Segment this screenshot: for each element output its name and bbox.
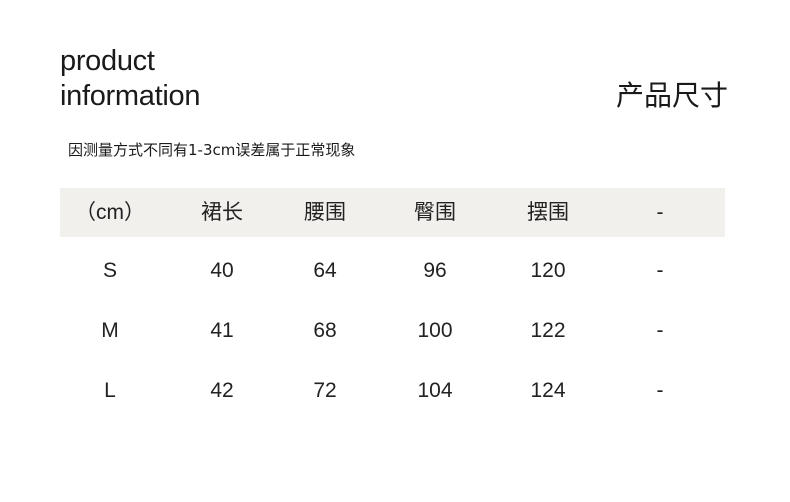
table-cell: M — [101, 319, 119, 342]
title-english-line1: product — [60, 45, 155, 77]
measurement-note: 因测量方式不同有1-3cm误差属于正常现象 — [68, 141, 356, 159]
title-english: product information — [60, 44, 200, 114]
size-table: （cm） 裙长 腰围 臀围 摆围 - S 40 64 96 120 - M 41 68 100 12… — [60, 188, 725, 417]
header-cell: （cm） — [75, 201, 145, 224]
title-english-line2: information — [60, 80, 201, 112]
table-cell: - — [656, 379, 664, 402]
table-cell: 42 — [210, 379, 234, 402]
table-header-row: （cm） 裙长 腰围 臀围 摆围 - — [60, 188, 725, 237]
table-cell: - — [656, 319, 664, 342]
table-cell: 120 — [530, 259, 566, 282]
table-cell: 124 — [530, 379, 566, 402]
table-cell: 96 — [423, 259, 447, 282]
table-cell: 100 — [417, 319, 453, 342]
header-cell: 摆围 — [527, 201, 569, 224]
table-cell: L — [104, 379, 116, 402]
table-cell: 72 — [313, 379, 337, 402]
table-cell: S — [102, 259, 117, 282]
title-chinese: 产品尺寸 — [615, 79, 728, 112]
table-cell: 104 — [417, 379, 453, 402]
table-cell: 64 — [313, 259, 337, 282]
table-cell: 122 — [530, 319, 566, 342]
table-cell: 40 — [210, 259, 234, 282]
header-cell: 腰围 — [304, 201, 346, 224]
header-cell: 裙长 — [201, 201, 243, 224]
table-row: M 41 68 100 122 - — [60, 297, 725, 357]
table-row: L 42 72 104 124 - — [60, 357, 725, 417]
header-cell: - — [656, 201, 664, 224]
table-row: S 40 64 96 120 - — [60, 237, 725, 297]
table-cell: 68 — [313, 319, 337, 342]
table-cell: - — [656, 259, 664, 282]
table-cell: 41 — [210, 319, 234, 342]
header-cell: 臀围 — [414, 201, 456, 224]
